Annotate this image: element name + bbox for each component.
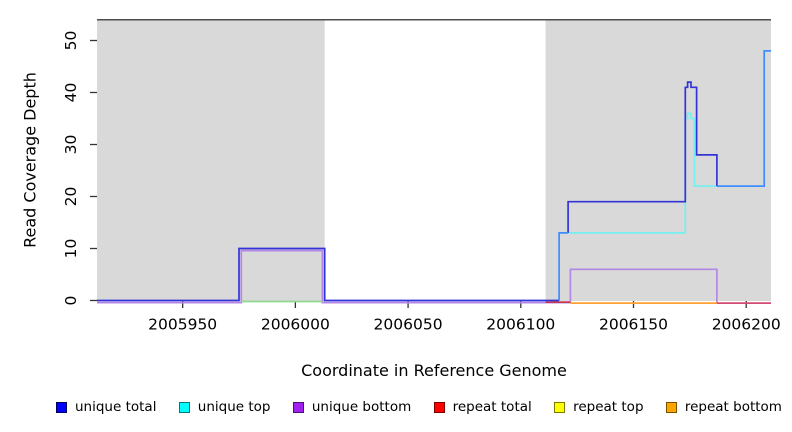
legend-label: repeat bottom (684, 399, 782, 415)
blue-cyan-overlap-rise (558, 232, 569, 301)
x-tick-label: 2006200 (712, 316, 781, 334)
x-tick-label: 2006150 (599, 316, 668, 334)
unique-total-swatch-icon (56, 401, 67, 413)
legend-label: unique total (75, 399, 157, 415)
y-axis-title: Read Coverage Depth (20, 72, 40, 248)
unique-total-right (567, 81, 718, 233)
repeat-top-swatch-icon (554, 401, 566, 413)
y-tick-label: 20 (62, 187, 80, 207)
left-shaded-region (97, 20, 325, 301)
x-tick-label: 2005950 (148, 316, 217, 334)
legend-item-repeat-top: repeat top (554, 399, 644, 415)
repeat-bottom-swatch-icon (665, 401, 677, 413)
y-tick-label: 40 (62, 83, 80, 103)
unique-total-left (97, 247, 560, 302)
y-tick-label: 30 (62, 135, 80, 155)
x-tick-label: 2006050 (374, 316, 443, 334)
legend-item-repeat-total: repeat total (433, 399, 532, 415)
x-tick-label: 2006000 (261, 316, 330, 334)
y-tick-label: 50 (62, 31, 80, 51)
legend-label: repeat top (573, 399, 644, 415)
legend-label: repeat total (452, 399, 532, 415)
legend: unique total unique top unique bottom re… (0, 399, 792, 415)
legend-item-unique-bottom: unique bottom (292, 399, 412, 415)
unique-bottom-line (97, 249, 718, 304)
blue-cyan-overlap-end (716, 50, 771, 187)
unique-top-swatch-icon (178, 401, 190, 413)
legend-label: unique top (197, 399, 271, 415)
unique-bottom-swatch-icon (292, 401, 304, 413)
right-shaded-region (545, 20, 771, 301)
legend-label: unique bottom (311, 399, 412, 415)
x-tick-label: 2006100 (486, 316, 555, 334)
legend-item-unique-top: unique top (178, 399, 271, 415)
legend-item-unique-total: unique total (56, 399, 156, 415)
x-axis-title: Coordinate in Reference Genome (301, 361, 567, 380)
y-tick-label: 0 (62, 296, 80, 306)
repeat-total-swatch-icon (433, 401, 445, 413)
legend-item-repeat-bottom: repeat bottom (665, 399, 782, 415)
y-tick-label: 10 (62, 239, 80, 259)
